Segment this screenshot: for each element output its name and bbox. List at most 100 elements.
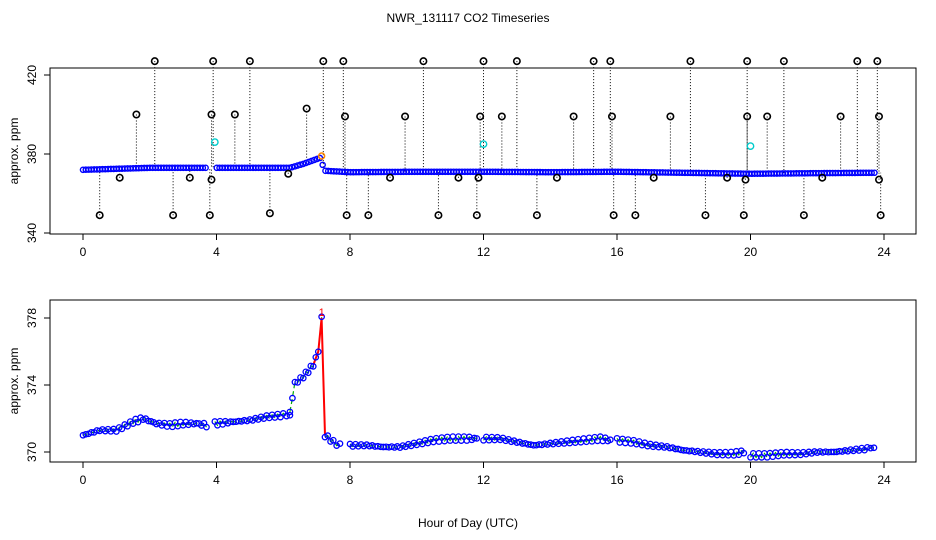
x-tick-label: 20: [744, 473, 758, 487]
outlier-point: [207, 110, 216, 119]
outlier-point: [512, 57, 521, 66]
outlier-point: [419, 57, 428, 66]
outlier-point: [169, 211, 178, 220]
outlier-point: [818, 173, 827, 182]
x-tick-label: 0: [80, 473, 87, 487]
outlier-point: [115, 173, 124, 182]
data-point: [336, 440, 344, 447]
data-point: [291, 378, 299, 386]
y-tick-label: 420: [25, 65, 39, 85]
outlier-point: [340, 112, 349, 121]
outlier-point: [853, 57, 862, 66]
y-tick-label: 378: [25, 308, 39, 328]
outlier-point: [497, 112, 506, 121]
top-panel: approx. ppm 0 4 8 12 16 20 24 340 380 420: [7, 57, 917, 259]
spike-label: 1: [319, 307, 325, 319]
outlier-point: [95, 211, 104, 220]
outlier-point: [701, 211, 710, 220]
data-point: [307, 362, 315, 370]
x-tick-label: 0: [80, 245, 87, 259]
flagged-point: [479, 140, 488, 149]
outlier-point: [569, 112, 578, 121]
top-panel-frame: [49, 67, 917, 235]
outlier-point: [552, 173, 561, 182]
outlier-point: [319, 57, 328, 66]
data-point: [316, 154, 324, 162]
outlier-point: [205, 211, 214, 220]
outlier-point: [739, 211, 748, 220]
bottom-panel: approx. ppm 0 4 8 12 16 20 24 370 374 378 1: [7, 299, 917, 487]
bottom-panel-ylabel: approx. ppm: [7, 348, 21, 415]
x-tick-label: 24: [877, 473, 891, 487]
data-point: [470, 434, 478, 442]
data-point: [87, 429, 95, 436]
outlier-point: [434, 211, 443, 220]
data-point: [740, 449, 748, 457]
data-point: [867, 444, 875, 452]
spike-line: [312, 317, 326, 436]
outlier-point: [779, 57, 788, 66]
y-tick-label: 374: [25, 375, 39, 395]
outlier-point: [185, 173, 194, 182]
outlier-point: [666, 112, 675, 121]
outlier-point: [874, 175, 883, 184]
outlier-point: [364, 211, 373, 220]
x-tick-label: 12: [477, 245, 491, 259]
data-point: [294, 379, 302, 386]
y-tick-label: 380: [25, 144, 39, 164]
outlier-point: [589, 57, 598, 66]
outlier-point: [245, 57, 254, 66]
data-point: [291, 163, 299, 170]
data-point: [324, 432, 332, 439]
outlier-point: [209, 57, 218, 66]
spike-point: [317, 152, 326, 160]
outlier-point: [649, 173, 658, 182]
x-tick-label: 4: [213, 473, 220, 487]
smoothed-series-line: [349, 435, 477, 449]
outlier-point: [132, 110, 141, 119]
outlier-point: [723, 173, 732, 182]
data-point: [288, 163, 296, 171]
data-point: [312, 353, 320, 361]
data-point: [863, 443, 871, 451]
outlier-point: [606, 57, 615, 66]
data-point: [202, 164, 209, 172]
outlier-point: [339, 57, 348, 66]
data-point: [82, 430, 90, 438]
outlier-point: [265, 209, 274, 218]
y-tick-label: 370: [25, 442, 39, 462]
smoothed-series-line: [214, 412, 291, 427]
outlier-point: [284, 169, 293, 178]
data-point: [199, 164, 207, 172]
outlier-point: [876, 211, 885, 220]
data-point: [870, 444, 878, 452]
x-tick-label: 20: [744, 245, 758, 259]
outlier-point: [743, 57, 752, 66]
outlier-point: [763, 112, 772, 121]
data-point: [124, 422, 131, 430]
outlier-point: [230, 110, 239, 119]
data-point: [304, 369, 312, 377]
data-point: [297, 374, 304, 381]
outlier-point: [150, 57, 159, 66]
data-point: [283, 412, 290, 420]
x-tick-label: 12: [477, 473, 491, 487]
x-tick-label: 8: [347, 473, 354, 487]
outlier-point: [386, 173, 395, 182]
y-tick-label: 340: [25, 223, 39, 243]
outlier-point: [401, 112, 410, 121]
top-panel-ylabel: approx. ppm: [7, 118, 21, 185]
outlier-point: [302, 104, 311, 113]
outlier-point: [609, 211, 618, 220]
data-point: [286, 408, 294, 416]
outlier-point: [607, 112, 616, 121]
flagged-point: [746, 142, 755, 151]
outlier-point: [874, 112, 883, 121]
x-tick-label: 8: [347, 245, 354, 259]
outlier-point: [342, 211, 351, 220]
data-point: [473, 435, 481, 442]
outlier-point: [686, 57, 695, 66]
data-point: [289, 394, 296, 402]
outlier-point: [474, 173, 483, 182]
x-tick-label: 16: [610, 245, 624, 259]
